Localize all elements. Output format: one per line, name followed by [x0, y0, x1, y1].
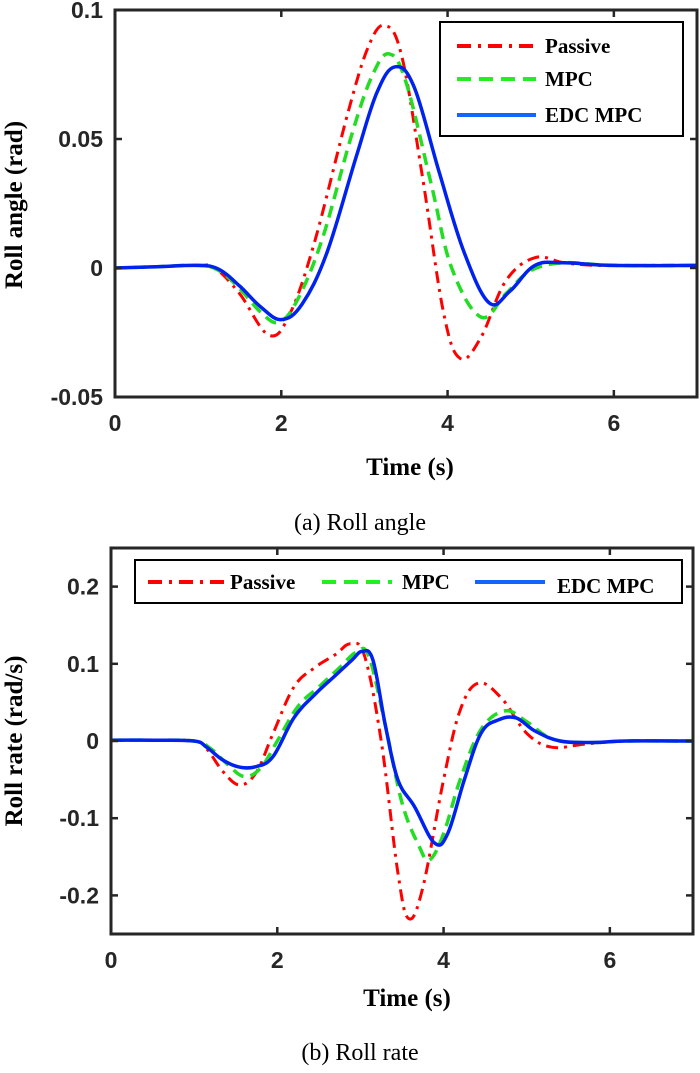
y-tick-label: 0.2 [67, 574, 99, 600]
roll-rate-line-edc-mpc [111, 648, 693, 847]
roll-angle-ylabel: Roll angle (rad) [1, 121, 28, 289]
roll-rate-ytick-labels: -0.2 -0.1 0 0.1 0.2 [59, 574, 99, 909]
roll-rate-xlabel: Time (s) [363, 985, 451, 1012]
x-tick-label: 2 [275, 410, 288, 436]
y-tick-label: 0.1 [67, 651, 99, 677]
legend-label-passive: Passive [545, 34, 610, 58]
roll-rate-line-passive [111, 641, 693, 921]
legend-label-edc-mpc: EDC MPC [545, 103, 642, 127]
roll-rate-series [111, 641, 693, 921]
legend-box [134, 559, 683, 604]
roll-angle-ytick-labels: -0.05 0 0.05 0.1 [51, 0, 104, 410]
roll-rate-plot: 0 2 4 6 -0.2 -0.1 0 0.1 0.2 Time (s) Roll rate … [1, 546, 695, 1066]
y-tick-label: -0.05 [51, 384, 104, 410]
x-tick-label: 6 [607, 410, 620, 436]
y-tick-label: -0.2 [59, 882, 99, 908]
roll-angle-series [115, 23, 697, 361]
roll-angle-xlabel: Time (s) [366, 454, 454, 481]
x-tick-label: 0 [109, 410, 122, 436]
y-tick-label: 0 [90, 255, 103, 281]
y-tick-label: 0 [86, 728, 99, 754]
x-tick-label: 0 [105, 947, 118, 973]
roll-rate-ylabel: Roll rate (rad/s) [1, 656, 28, 827]
y-tick-label: 0.05 [58, 126, 103, 152]
roll-angle-ticks [113, 8, 697, 399]
x-tick-label: 4 [437, 947, 450, 973]
roll-angle-xtick-labels: 0 2 4 6 [109, 410, 621, 436]
legend-label-passive: Passive [230, 570, 295, 594]
y-tick-label: -0.1 [59, 805, 99, 831]
legend-label-mpc: MPC [545, 67, 593, 91]
x-tick-label: 2 [271, 947, 284, 973]
roll-rate-ticks [109, 548, 693, 934]
roll-rate-caption: (b) Roll rate [301, 1040, 418, 1066]
roll-rate-line-mpc [111, 646, 693, 862]
roll-angle-legend: Passive MPC EDC MPC [439, 21, 684, 137]
roll-angle-line-edc-mpc [115, 64, 697, 322]
roll-angle-axes-frame [113, 8, 699, 399]
x-tick-label: 4 [441, 410, 454, 436]
legend-label-mpc: MPC [402, 570, 450, 594]
legend-label-edc-mpc: EDC MPC [557, 574, 654, 598]
roll-angle-line-passive [115, 23, 697, 361]
x-tick-label: 6 [603, 947, 616, 973]
y-tick-label: 0.1 [71, 0, 103, 23]
roll-rate-legend: Passive MPC EDC MPC [134, 559, 683, 604]
roll-rate-xtick-labels: 0 2 4 6 [105, 947, 617, 973]
roll-angle-caption: (a) Roll angle [294, 510, 426, 536]
